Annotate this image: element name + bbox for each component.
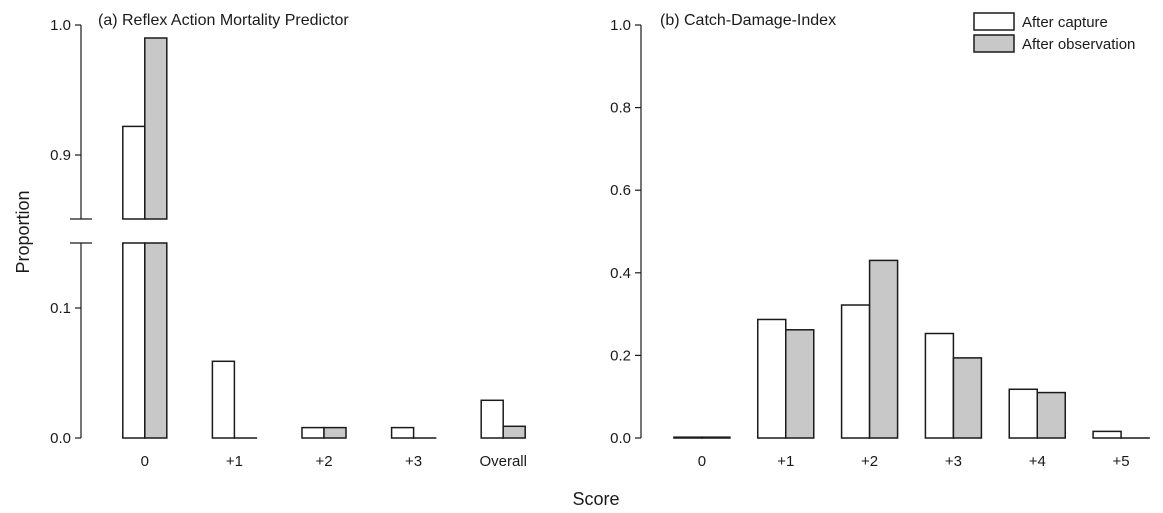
bar-a-capture-3 xyxy=(390,426,415,439)
bar-a-capture-4 xyxy=(480,399,504,439)
bar-b-observation-4 xyxy=(1036,391,1066,439)
y-tick-label-a: 0.0 xyxy=(50,430,71,447)
bar-a-upper-observation-0 xyxy=(144,37,168,220)
y-tick-label-b: 0.0 xyxy=(610,430,631,447)
x-tick-label-a: Overall xyxy=(479,453,527,470)
legend-label-after-capture: After capture xyxy=(1022,14,1108,31)
x-tick-label-a: +1 xyxy=(226,453,243,470)
x-tick-label-b: +3 xyxy=(945,453,962,470)
bar-b-capture-5 xyxy=(1092,430,1122,439)
bar-a-capture-2 xyxy=(301,426,325,439)
panel-a-title: (a) Reflex Action Mortality Predictor xyxy=(98,12,349,29)
y-tick-label-b: 0.4 xyxy=(610,265,631,282)
x-tick-label-b: +1 xyxy=(777,453,794,470)
bar-a-upper-capture-0 xyxy=(122,125,146,220)
bar-a-observation-0 xyxy=(144,242,168,439)
y-tick-label-b: 1.0 xyxy=(610,17,631,34)
x-tick-label-a: +3 xyxy=(405,453,422,470)
x-tick-label-a: 0 xyxy=(141,453,149,470)
y-tick-label-b: 0.6 xyxy=(610,182,631,199)
bar-b-observation-3 xyxy=(952,357,983,439)
bar-a-capture-1 xyxy=(211,360,236,439)
bar-b-capture-1 xyxy=(757,318,787,439)
x-axis-label: Score xyxy=(572,489,619,509)
x-tick-label-a: +2 xyxy=(315,453,332,470)
y-tick-label-a: 0.9 xyxy=(50,147,71,164)
x-tick-label-b: 0 xyxy=(698,453,706,470)
bar-b-capture-0 xyxy=(673,436,703,439)
y-tick-label-b: 0.8 xyxy=(610,100,631,117)
bar-a-capture-0 xyxy=(122,242,146,439)
bar-a-observation-4 xyxy=(502,425,526,439)
x-tick-label-b: +5 xyxy=(1113,453,1130,470)
panel-a-reflex-chart: (a) Reflex Action Mortality Predictor 0 +… xyxy=(50,12,527,470)
bar-b-observation-1 xyxy=(785,329,815,439)
bar-b-observation-0 xyxy=(701,436,731,439)
y-tick-label-a: 0.1 xyxy=(50,300,71,317)
x-tick-label-b: +2 xyxy=(861,453,878,470)
bar-b-capture-4 xyxy=(1008,388,1038,439)
y-tick-label-b: 0.2 xyxy=(610,347,631,364)
bar-b-capture-2 xyxy=(840,304,871,439)
bar-b-observation-2 xyxy=(868,259,899,439)
x-tick-label-b: +4 xyxy=(1029,453,1046,470)
panel-b-catch-damage-chart: (b) Catch-Damage-Index 0 +1 +2 +3 +4 +5 0.0 0.2… xyxy=(610,12,1150,470)
panel-b-title: (b) Catch-Damage-Index xyxy=(660,12,836,29)
y-axis-label: Proportion xyxy=(13,190,33,273)
bar-a-observation-2 xyxy=(323,426,347,439)
bar-b-capture-3 xyxy=(924,332,955,439)
legend-swatch-after-observation xyxy=(973,34,1015,53)
legend-label-after-observation: After observation xyxy=(1022,36,1135,53)
legend: After capture After observation xyxy=(973,12,1135,53)
y-tick-label-a: 1.0 xyxy=(50,17,71,34)
legend-swatch-after-capture xyxy=(973,12,1015,31)
